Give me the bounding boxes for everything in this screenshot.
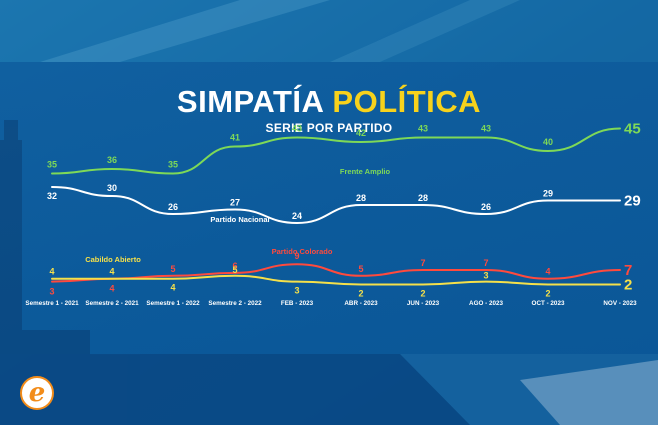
data-label-partido-colorado-7: 7 [420,258,425,268]
data-label-partido-colorado-1: 3 [49,287,54,297]
data-label-partido-colorado-4: 6 [232,261,237,271]
data-label-partido-nacional-5: 24 [292,211,302,221]
data-label-partido-nacional-4: 27 [230,198,240,208]
data-label-partido-colorado-9: 4 [545,267,550,277]
data-label-frente-amplio-5: 43 [292,124,302,134]
data-label-frente-amplio-4: 41 [230,133,240,143]
series-line-frente-amplio [51,127,621,175]
data-label-cabildo-abierto-7: 2 [420,289,425,299]
data-label-cabildo-abierto-2: 4 [109,267,114,277]
x-tick-label-6: ABR - 2023 [344,300,378,307]
data-label-cabildo-abierto-5: 3 [294,286,299,296]
data-label-cabildo-abierto-4: 5 [232,265,237,275]
x-tick-label-2: Semestre 2 - 2021 [85,300,139,307]
data-label-partido-colorado-6: 5 [358,264,363,274]
series-name-cabildo-abierto: Cabildo Abierto [85,255,141,264]
data-label-partido-nacional-7: 28 [418,193,428,203]
data-label-partido-nacional-8: 26 [481,202,491,212]
chart-subtitle: SERIE POR PARTIDO [265,121,393,135]
series-name-partido-colorado: Partido Colorado [272,247,333,256]
series-name-frente-amplio: Frente Amplio [340,167,391,176]
x-tick-label-8: AGO - 2023 [469,300,503,307]
title-white: SIMPATÍA [176,84,324,119]
data-label-frente-amplio-2: 36 [107,155,117,165]
data-label-cabildo-abierto-9: 2 [545,289,550,299]
title-accent: POLÍTICA [332,84,482,119]
chart-title: SIMPATÍA POLÍTICA [0,84,658,120]
data-label-frente-amplio-1: 35 [47,160,57,170]
data-label-partido-nacional-9: 29 [543,189,553,199]
data-label-cabildo-abierto-8: 3 [483,271,488,281]
data-label-partido-nacional-6: 28 [356,193,366,203]
data-label-partido-nacional-10: 29 [624,193,641,210]
x-tick-label-5: FEB - 2023 [281,300,314,307]
data-label-cabildo-abierto-10: 2 [624,277,632,294]
data-label-partido-nacional-3: 26 [168,202,178,212]
data-label-partido-colorado-5: 9 [294,251,299,261]
data-label-cabildo-abierto-1: 4 [49,267,54,277]
data-label-cabildo-abierto-3: 4 [170,283,175,293]
x-tick-label-10: NOV - 2023 [603,300,637,307]
series-name-partido-nacional: Partido Nacional [210,215,269,224]
data-label-partido-nacional-2: 30 [107,183,117,193]
x-tick-label-1: Semestre 1 - 2021 [25,300,79,307]
series-line-cabildo-abierto [51,274,621,286]
data-label-partido-nacional-1: 32 [47,191,57,201]
series-line-partido-nacional [51,186,621,225]
x-tick-label-9: OCT - 2023 [532,300,565,307]
data-label-frente-amplio-9: 40 [543,137,553,147]
data-label-partido-colorado-2: 4 [109,284,114,294]
brand-logo: e [20,376,54,410]
x-tick-label-4: Semestre 2 - 2022 [208,300,262,307]
data-label-frente-amplio-10: 45 [624,121,641,138]
data-label-frente-amplio-6: 42 [356,128,366,138]
series-line-partido-colorado [51,263,621,283]
x-tick-label-7: JUN - 2023 [407,300,440,307]
x-tick-label-3: Semestre 1 - 2022 [146,300,200,307]
data-label-partido-colorado-10: 7 [624,262,632,279]
data-label-cabildo-abierto-6: 2 [358,289,363,299]
data-label-frente-amplio-7: 43 [418,124,428,134]
data-label-partido-colorado-3: 5 [170,264,175,274]
data-label-frente-amplio-3: 35 [168,160,178,170]
data-label-frente-amplio-8: 43 [481,124,491,134]
data-label-partido-colorado-8: 7 [483,258,488,268]
